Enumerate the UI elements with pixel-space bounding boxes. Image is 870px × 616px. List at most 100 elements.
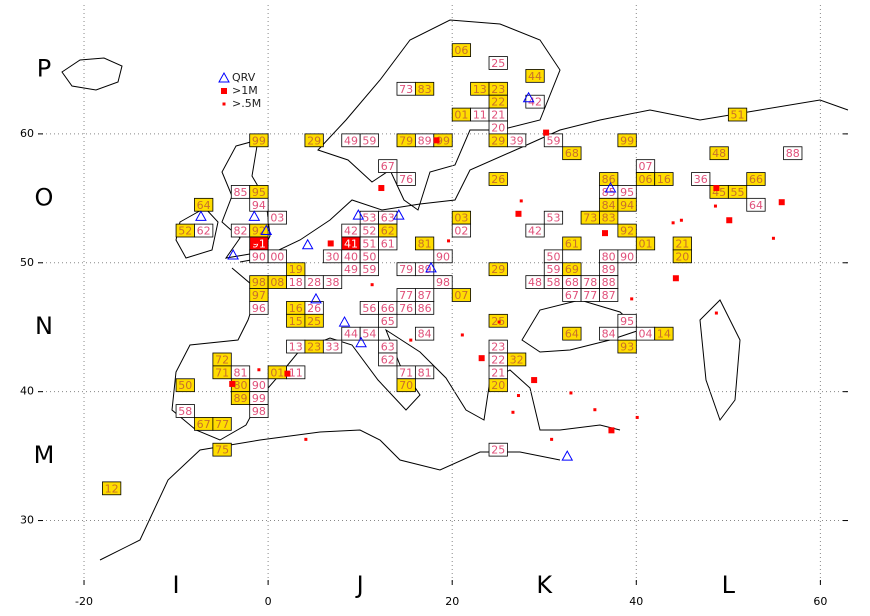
grid-square (414, 365, 435, 380)
square-label: 12 (105, 482, 119, 495)
square-label: 95 (252, 186, 266, 199)
grid-square (727, 107, 748, 122)
grid-square (433, 249, 453, 264)
marker-dot (370, 283, 374, 287)
grid-square (617, 249, 637, 264)
square-label: 20 (675, 250, 689, 263)
marker-triangle (604, 181, 617, 193)
grid-square (175, 404, 195, 418)
x-tick-label: 20 (445, 595, 459, 608)
grid-square (451, 288, 472, 302)
marker-square (608, 427, 615, 434)
x-tick-label: 40 (629, 595, 643, 608)
square-label: 20 (491, 121, 505, 134)
square-label: 40 (344, 250, 358, 263)
square-label: 81 (234, 366, 248, 379)
marker-triangle (352, 209, 365, 220)
square-label: 48 (712, 147, 726, 160)
square-label: 76 (399, 302, 413, 315)
square-label: 03 (454, 212, 468, 225)
square-label: 90 (436, 250, 450, 263)
square-label: 50 (178, 379, 192, 392)
square-label: 88 (602, 276, 616, 289)
marker-dot (771, 236, 775, 240)
col-field-label: J (355, 571, 364, 599)
grid-square (727, 185, 748, 199)
square-label: 99 (620, 134, 634, 147)
grid-square (249, 133, 269, 148)
square-label: 61 (381, 237, 395, 250)
col-field-label: K (536, 571, 553, 599)
square-label: 81 (418, 237, 432, 250)
square-label: 86 (602, 173, 616, 186)
square-label: 59 (546, 263, 560, 276)
square-label: 99 (252, 392, 266, 405)
marker-triangle (392, 209, 405, 220)
square-label: 21 (491, 109, 505, 122)
marker-dot (630, 297, 634, 301)
square-label: 89 (418, 134, 432, 147)
square-label: 29 (307, 134, 321, 147)
grid-square (451, 43, 472, 57)
grid-square (249, 301, 269, 315)
grid-square (267, 210, 287, 225)
grid-square (562, 326, 582, 341)
square-label: 16 (289, 302, 303, 315)
row-field-label: O (35, 183, 54, 211)
col-field-label: I (173, 571, 180, 599)
grid-square (414, 81, 435, 96)
grid-square (783, 146, 803, 161)
square-label: 82 (234, 225, 248, 238)
square-label: 41 (344, 237, 358, 250)
square-label: 26 (307, 302, 321, 315)
square-label: 21 (675, 237, 689, 250)
grid-square (249, 197, 269, 212)
square-label: 42 (344, 225, 358, 238)
marker-square (433, 137, 440, 144)
square-label: 25 (491, 444, 505, 457)
square-label: 77 (399, 289, 413, 302)
grid-square (525, 223, 545, 238)
square-label: 65 (381, 315, 395, 328)
square-label: 56 (362, 302, 376, 315)
grid-square (175, 378, 195, 393)
marker-triangle (195, 210, 207, 221)
iceland (61, 57, 123, 91)
grid-square (396, 378, 416, 393)
square-label: 73 (583, 212, 597, 225)
grid-square (617, 339, 637, 354)
square-label: 92 (620, 225, 634, 238)
grid-square (617, 197, 637, 212)
grid-square (599, 326, 619, 341)
marker-triangle (355, 336, 367, 348)
square-label: 06 (639, 173, 653, 186)
square-label: 42 (528, 225, 542, 238)
square-label: 70 (399, 379, 413, 392)
x-tick-label: -20 (75, 595, 93, 608)
grid-square (617, 223, 637, 238)
grid-square (378, 159, 398, 173)
square-label: 90 (252, 379, 266, 392)
grid-square (212, 417, 232, 431)
scandinavia (317, 19, 561, 211)
square-label: 26 (491, 173, 505, 186)
grid-square (654, 172, 674, 186)
square-label: 00 (270, 250, 284, 263)
marker-square (726, 217, 733, 224)
great-britain (221, 139, 271, 259)
square-label: 83 (418, 83, 432, 96)
square-label: 68 (565, 147, 579, 160)
square-label: 69 (565, 263, 579, 276)
square-label: 18 (289, 276, 303, 289)
grid-square (672, 249, 692, 264)
marker-square (221, 88, 227, 94)
marker-square (531, 377, 538, 384)
square-label: 07 (639, 160, 653, 173)
square-label: 76 (399, 173, 413, 186)
grid-square (562, 146, 582, 161)
grid-square (488, 172, 508, 186)
marker-triangle (522, 91, 535, 103)
square-label: 52 (178, 225, 192, 238)
grid-square (746, 197, 766, 212)
